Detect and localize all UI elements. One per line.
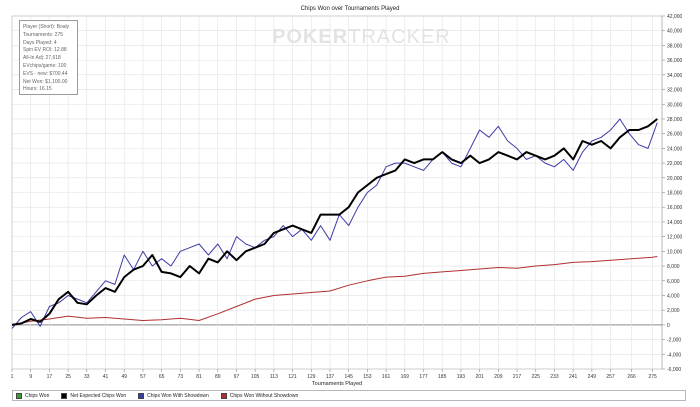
x-tick-label: 137 <box>326 374 335 380</box>
info-line: Hours: 16.15 <box>23 86 52 93</box>
x-tick-label: 193 <box>457 374 466 380</box>
series-group <box>11 118 658 329</box>
y-tick-label: 26,000 <box>667 132 683 138</box>
x-axis-label: Tournaments Played <box>312 381 362 387</box>
x-tick-label: 33 <box>84 374 90 380</box>
x-tick-label: 49 <box>121 374 127 380</box>
legend-swatch <box>220 392 227 399</box>
legend-label: Net Expected Chips Won <box>70 392 127 399</box>
y-tick-label: 0 <box>667 323 670 329</box>
x-tick-label: 217 <box>513 374 522 380</box>
y-tick-label: 22,000 <box>667 161 683 167</box>
legend: Chips Won Net Expected Chips Won Chips W… <box>12 390 686 401</box>
x-tick-label: 1 <box>11 374 14 380</box>
info-line: Spin EV ROI: 12.88 <box>23 47 67 54</box>
x-tick-label: 25 <box>65 374 71 380</box>
y-tick-label: 36,000 <box>667 58 683 64</box>
y-tick-label: 20,000 <box>667 176 683 182</box>
x-tick-label: 225 <box>532 374 541 380</box>
x-tick-label: 241 <box>569 374 578 380</box>
info-line: Player (Short): Boaly <box>23 24 70 30</box>
x-tick-label: 97 <box>234 374 240 380</box>
y-tick-label: 18,000 <box>667 191 683 197</box>
info-line: Tournaments: 275 <box>23 31 64 38</box>
y-tick-label: 28,000 <box>667 117 683 123</box>
x-tick-label: 153 <box>363 374 372 380</box>
y-tick-label: 34,000 <box>667 73 683 79</box>
x-tick-label: 81 <box>196 374 202 380</box>
y-tick-label: -4,000 <box>667 352 681 358</box>
x-axis: 1 9 17 25 33 41 49 57 65 73 81 89 97 105 113 121 129 137 1… <box>11 369 657 387</box>
grid <box>11 15 662 370</box>
x-tick-label: 65 <box>159 374 165 380</box>
legend-item-without-showdown[interactable]: Chips Won Without Showdown <box>220 392 299 399</box>
info-line: All-In Adj: 27,618 <box>23 55 61 62</box>
y-tick-label: 38,000 <box>667 43 683 49</box>
y-tick-label: 42,000 <box>667 14 683 20</box>
legend-swatch <box>16 392 22 399</box>
x-tick-label: 257 <box>606 374 615 380</box>
x-tick-label: 233 <box>550 374 559 380</box>
x-tick-label: 145 <box>345 374 354 380</box>
y-tick-label: 30,000 <box>667 102 683 108</box>
y-tick-label: 2,000 <box>667 308 680 314</box>
legend-item-with-showdown[interactable]: Chips Won With Showdown <box>138 392 209 399</box>
series-line-chips-won-with-showdown <box>11 118 658 329</box>
legend-item-net-expected[interactable]: Net Expected Chips Won <box>61 392 127 399</box>
legend-item-chips-won[interactable]: Chips Won <box>16 392 50 399</box>
series-line-net-expected-chips-won <box>11 118 658 326</box>
y-tick-label: 40,000 <box>667 29 683 35</box>
x-tick-label: 249 <box>588 374 597 380</box>
x-tick-label: 185 <box>438 374 447 380</box>
y-tick-label: 4,000 <box>667 293 680 299</box>
info-box: Player (Short): Boaly Tournaments: 275 D… <box>19 20 78 95</box>
x-tick-label: 9 <box>29 374 32 380</box>
x-tick-label: 105 <box>251 374 260 380</box>
x-tick-label: 41 <box>103 374 109 380</box>
x-tick-label: 169 <box>401 374 410 380</box>
x-tick-label: 113 <box>270 374 278 380</box>
y-tick-label: -2,000 <box>667 338 681 344</box>
x-tick-label: 177 <box>419 374 428 380</box>
x-tick-label: 161 <box>382 374 391 380</box>
y-tick-label: 10,000 <box>667 249 683 255</box>
x-tick-label: 17 <box>47 374 53 380</box>
x-tick-label: 266 <box>627 374 636 380</box>
info-line: EVS - new: $700.44 <box>23 70 68 77</box>
y-tick-label: 32,000 <box>667 88 683 94</box>
x-tick-label: 121 <box>288 374 297 380</box>
legend-label: Chips Won With Showdown <box>147 392 209 399</box>
legend-label: Chips Won <box>25 392 50 399</box>
y-tick-label: -6,000 <box>667 367 681 373</box>
y-tick-label: 24,000 <box>667 146 683 152</box>
y-tick-label: 12,000 <box>667 235 683 241</box>
legend-label: Chips Won Without Showdown <box>229 392 299 399</box>
legend-swatch <box>61 392 68 399</box>
series-line-chips-won-without-showdown <box>11 256 658 326</box>
info-line: Days Played: 4 <box>23 39 57 46</box>
x-tick-label: 129 <box>307 374 316 380</box>
x-tick-label: 57 <box>140 374 146 380</box>
legend-swatch <box>138 392 145 399</box>
y-tick-label: 8,000 <box>667 264 680 270</box>
y-tick-label: 16,000 <box>667 205 683 211</box>
info-line: EVchips/game: 100 <box>23 62 67 69</box>
chart-title: Chips Won over Tournaments Played <box>300 6 400 12</box>
x-tick-label: 201 <box>475 374 484 380</box>
y-tick-label: 14,000 <box>667 220 683 226</box>
x-tick-label: 73 <box>178 374 184 380</box>
pokertracker-watermark: POKERTRACKER <box>272 26 451 48</box>
y-axis: -6,000 -4,000 -2,000 0 2,000 4,000 6,000 8,000 1… <box>662 14 683 373</box>
x-tick-label: 89 <box>215 374 221 380</box>
x-tick-label: 209 <box>494 374 503 380</box>
info-line: Net Won: $1,100.00 <box>23 78 68 85</box>
x-tick-label: 275 <box>648 374 657 380</box>
y-tick-label: 6,000 <box>667 279 680 285</box>
